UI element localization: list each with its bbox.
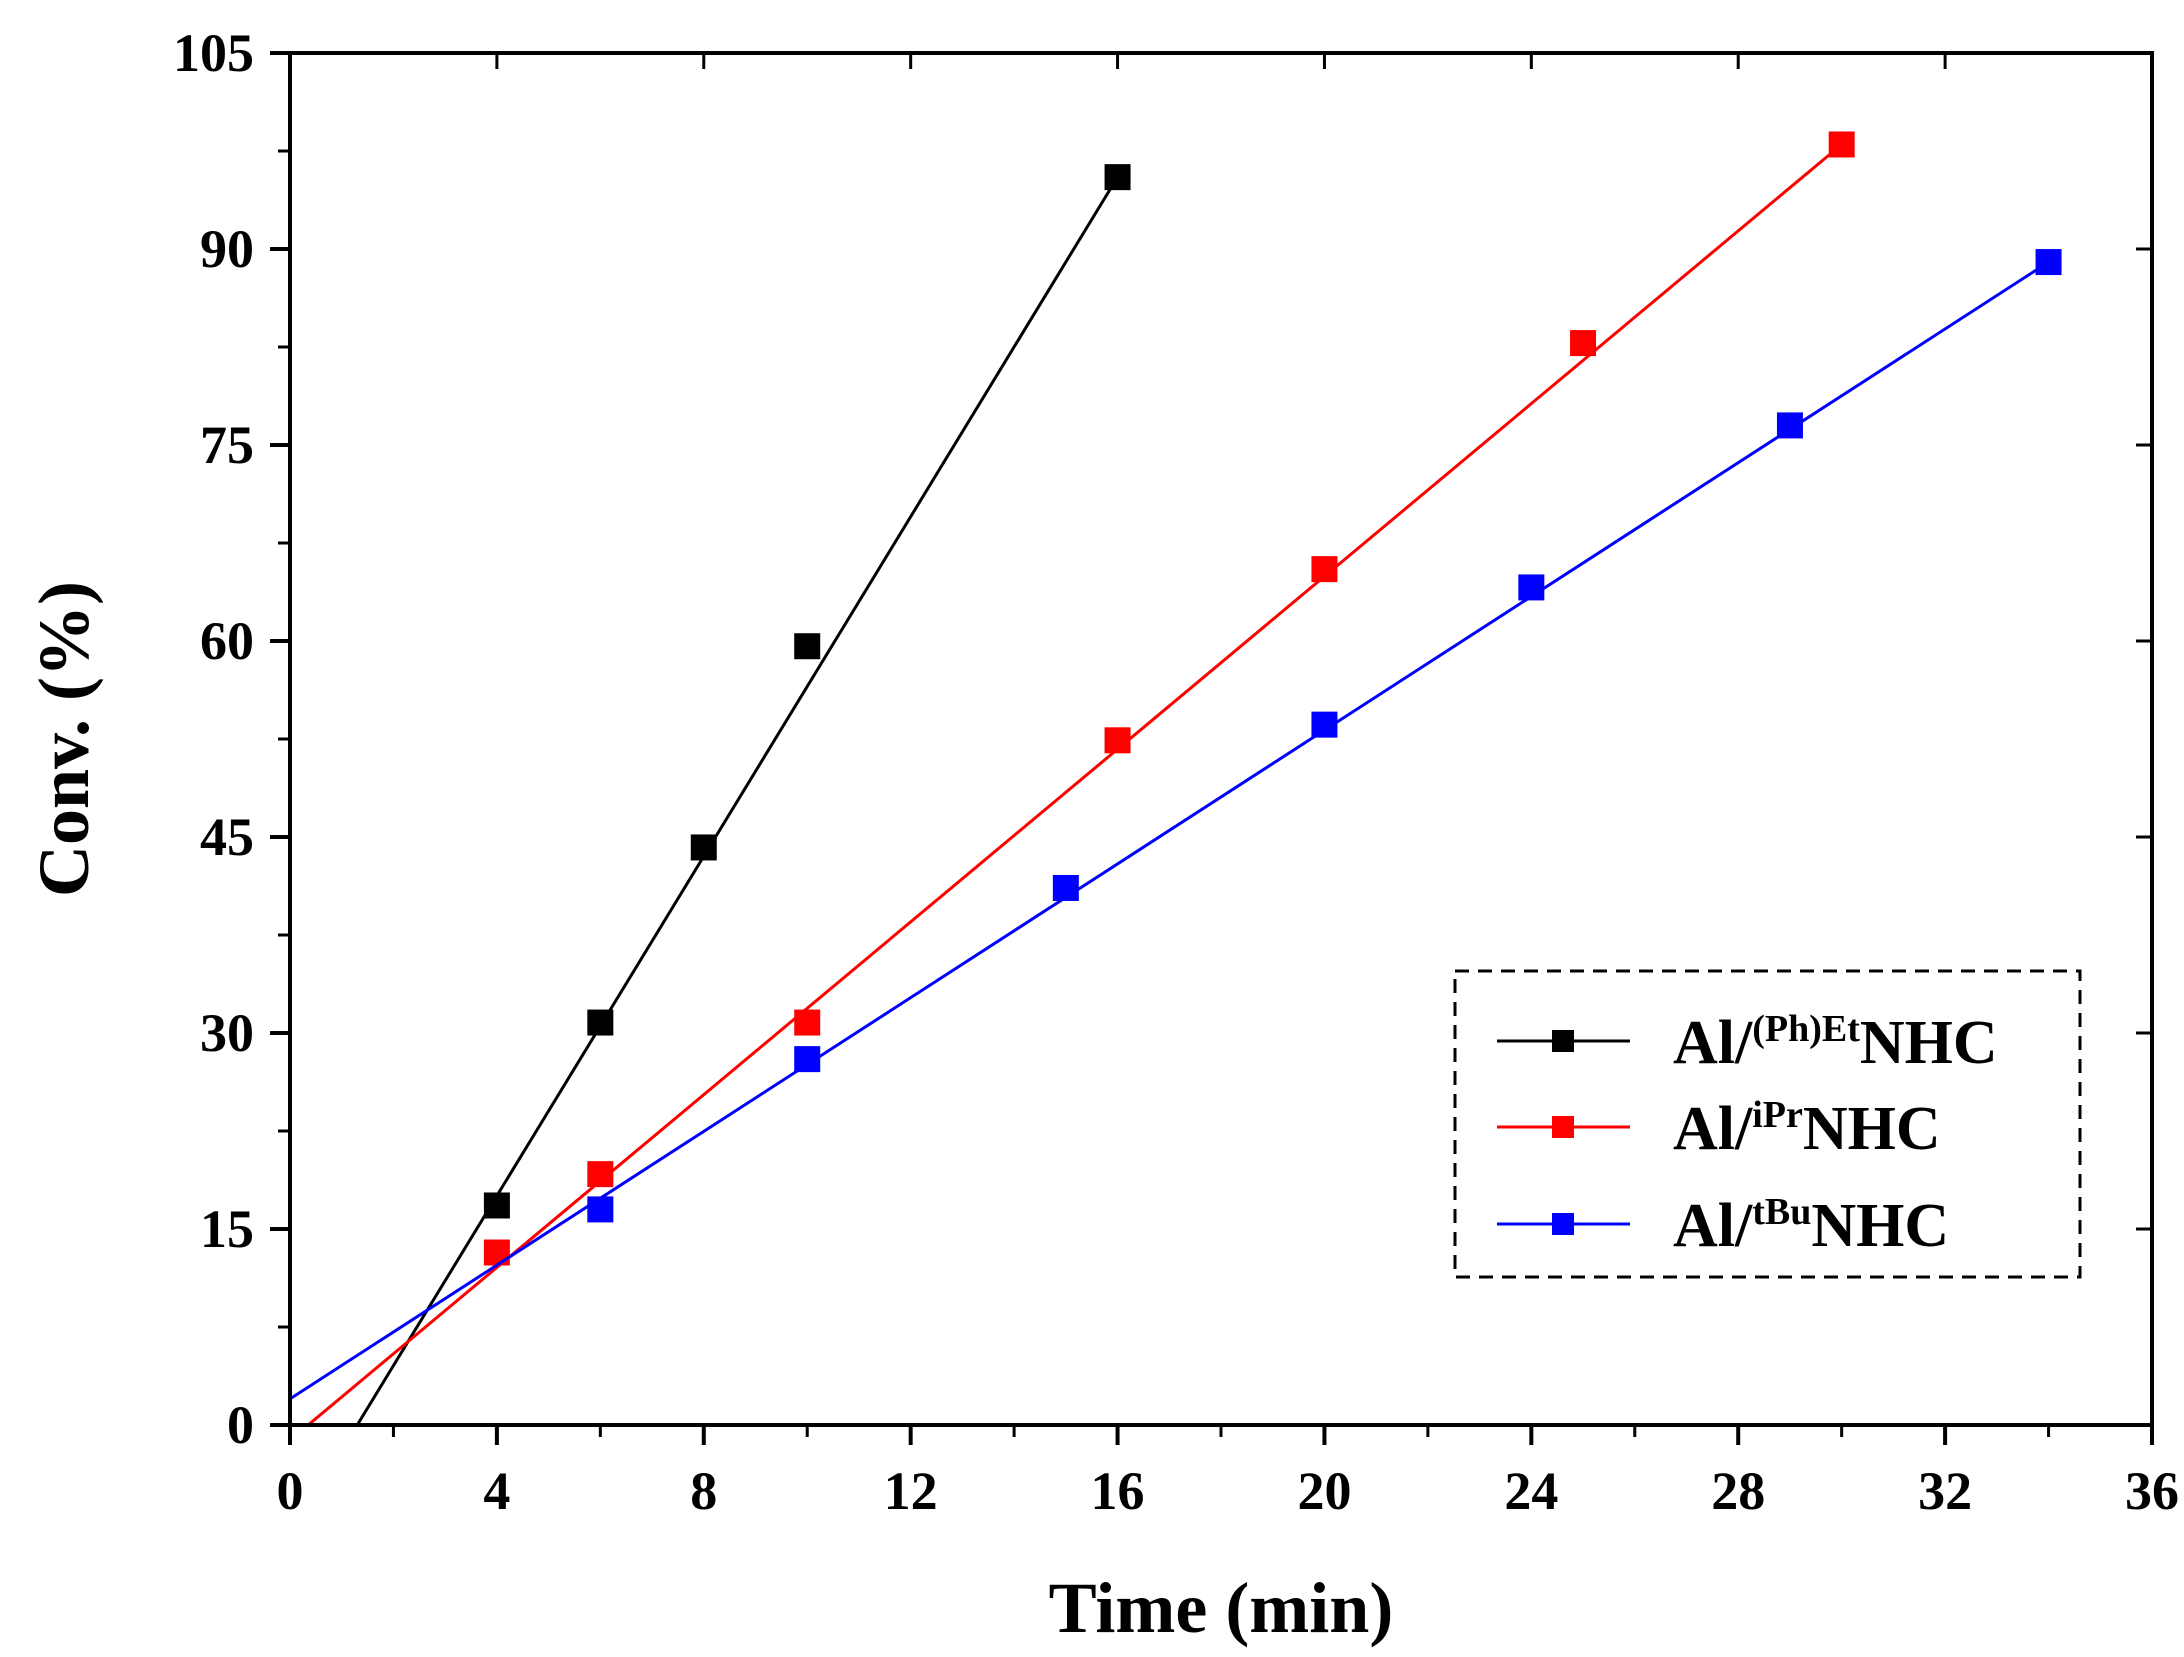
x-tick-label: 36 (2125, 1461, 2179, 1521)
legend-label: Al/tBuNHC (1673, 1191, 1949, 1260)
y-axis-title: Conv. (%) (24, 581, 104, 897)
x-tick-label: 28 (1711, 1461, 1765, 1521)
legend-label-sup: tBu (1752, 1191, 1811, 1233)
y-tick-label: 60 (200, 611, 254, 671)
legend-label-prefix: Al/ (1673, 1095, 1753, 1163)
data-point (794, 1046, 821, 1073)
x-axis-title: Time (min) (1049, 1568, 1394, 1648)
data-point (1104, 727, 1131, 754)
data-point (483, 1192, 510, 1219)
legend-label-suffix: NHC (1803, 1095, 1941, 1163)
x-tick-label: 20 (1297, 1461, 1351, 1521)
data-point (587, 1009, 614, 1036)
data-point (1570, 330, 1597, 357)
tick-layer: 0 4 8 12 16 20 24 28 32 36 0 15 30 45 60 75 90 105 (173, 23, 2179, 1521)
data-point (587, 1161, 614, 1188)
legend-label-prefix: Al/ (1673, 1009, 1753, 1077)
x-tick-label: 24 (1504, 1461, 1558, 1521)
data-point (2035, 249, 2062, 276)
series-fit-line (290, 260, 2050, 1401)
y-tick-label: 105 (173, 23, 254, 83)
data-point (1776, 412, 1803, 439)
x-tick-label: 16 (1091, 1461, 1145, 1521)
data-point (1311, 556, 1338, 583)
y-tick-label: 0 (227, 1395, 254, 1455)
series-layer (290, 131, 2062, 1425)
series-0 (355, 164, 1131, 1425)
y-tick-label: 30 (200, 1003, 254, 1063)
legend-label-prefix: Al/ (1673, 1192, 1753, 1260)
data-point (794, 633, 821, 660)
legend-label-suffix: NHC (1860, 1009, 1998, 1077)
series-fit-line (305, 143, 1843, 1425)
y-tick-label: 75 (200, 415, 254, 475)
legend-label-suffix: NHC (1811, 1192, 1949, 1260)
data-point (1052, 874, 1079, 901)
legend-label-sup: (Ph)Et (1752, 1008, 1860, 1050)
series-2 (290, 249, 2062, 1401)
data-point (794, 1009, 821, 1036)
data-point (1311, 711, 1338, 738)
legend-label-sup: iPr (1752, 1094, 1803, 1136)
data-point (1518, 574, 1545, 601)
x-tick-label: 8 (690, 1461, 717, 1521)
legend-label: Al/iPrNHC (1673, 1094, 1941, 1163)
data-point (587, 1196, 614, 1223)
legend-marker (1552, 1030, 1574, 1052)
x-tick-label: 4 (483, 1461, 510, 1521)
data-point (1828, 131, 1855, 158)
y-tick-label: 15 (200, 1199, 254, 1259)
data-point (690, 834, 717, 861)
legend-marker (1552, 1116, 1574, 1138)
legend-label: Al/(Ph)EtNHC (1673, 1008, 1998, 1077)
x-tick-label: 0 (277, 1461, 304, 1521)
y-tick-label: 90 (200, 219, 254, 279)
data-point (1104, 164, 1131, 191)
legend-marker (1552, 1213, 1574, 1235)
y-tick-label: 45 (200, 807, 254, 867)
data-point (483, 1239, 510, 1266)
x-tick-label: 32 (1918, 1461, 1972, 1521)
x-tick-label: 12 (884, 1461, 938, 1521)
